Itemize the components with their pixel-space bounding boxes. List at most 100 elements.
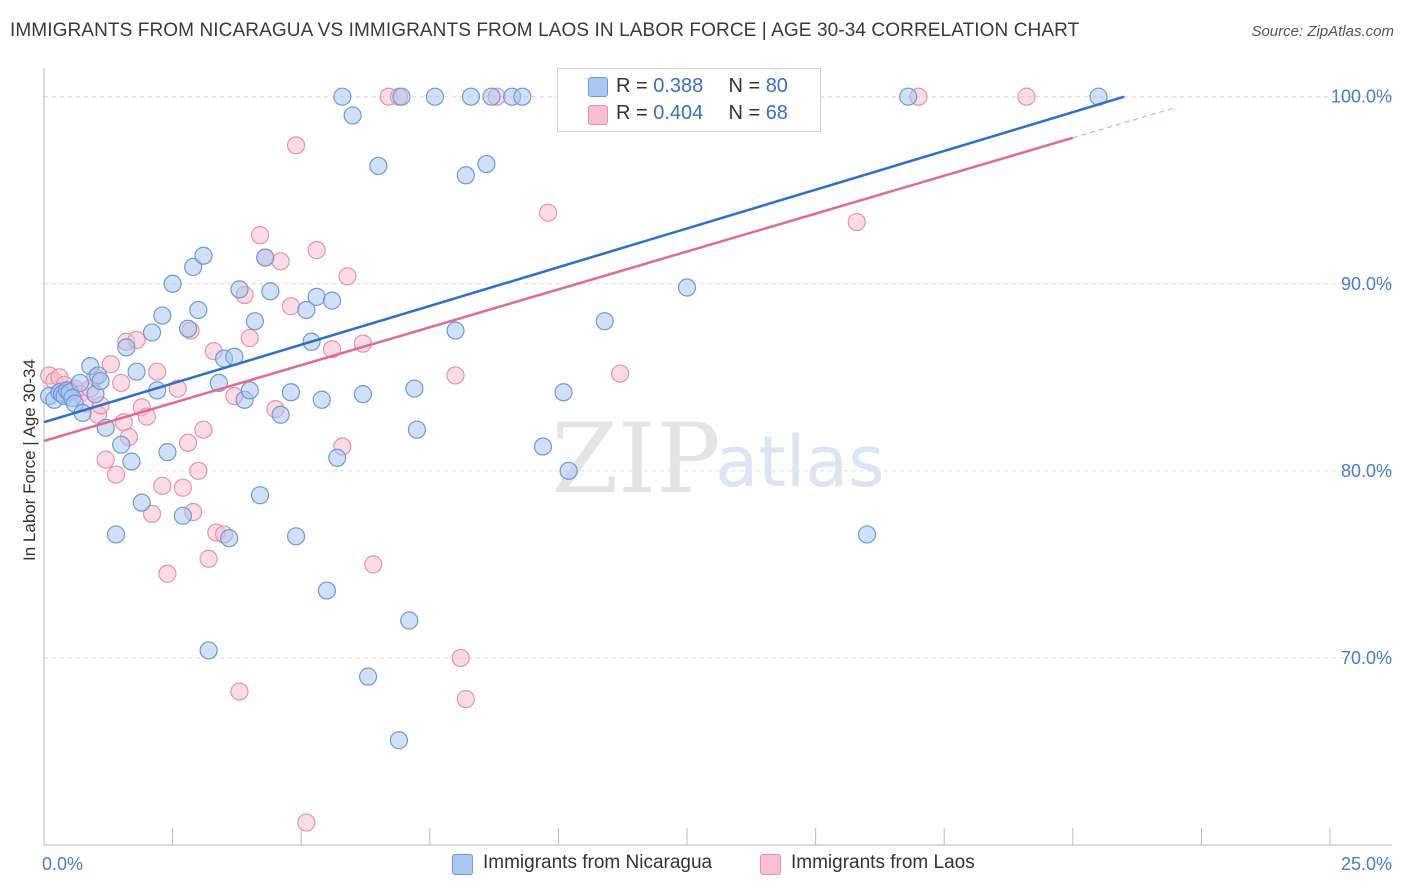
nicaragua-point (677, 278, 697, 297)
nicaragua-point (389, 731, 409, 750)
nicaragua-point (163, 274, 182, 293)
nicaragua-point (230, 280, 249, 299)
nicaragua-point (184, 257, 203, 277)
nicaragua-point (328, 448, 347, 467)
nicaragua-point (70, 373, 90, 393)
r-label: R = (616, 102, 648, 124)
nicaragua-point (477, 154, 496, 174)
laos-point (286, 136, 306, 155)
nicaragua-point (392, 87, 411, 106)
nicaragua-point (199, 641, 218, 660)
laos-point (194, 420, 213, 439)
series-legend: Immigrants from Nicaragua Immigrants fro… (0, 852, 1406, 878)
laos-point (96, 450, 115, 469)
trend-line-laos-extension (1072, 106, 1176, 139)
nicaragua-point (194, 246, 213, 265)
nicaragua-point (425, 87, 445, 106)
nicaragua-point (513, 87, 532, 106)
nicaragua-point (173, 506, 192, 525)
laos-point (158, 564, 177, 583)
nicaragua-point (106, 525, 126, 544)
nicaragua-point (407, 420, 427, 439)
nicaragua-point (117, 338, 136, 357)
nicaragua-point (122, 452, 141, 471)
nicaragua-point (461, 87, 481, 106)
laos-point (189, 461, 208, 480)
laos-point (199, 549, 218, 568)
nicaragua-point (112, 435, 131, 454)
nicaragua-point (405, 379, 424, 398)
laos-point (611, 364, 630, 383)
nicaragua-point (91, 371, 110, 391)
laos-point (142, 504, 162, 523)
nicaragua-point (533, 437, 553, 456)
nicaragua-point (899, 87, 918, 106)
laos-point (451, 648, 470, 668)
x-tick-label: 25.0% (1341, 854, 1392, 874)
laos-point (1017, 87, 1036, 106)
nicaragua-point (189, 300, 208, 320)
legend-swatch-nicaragua (452, 854, 473, 875)
nicaragua-point (559, 461, 578, 480)
n-label: N = (728, 75, 761, 97)
n-value: 80 (765, 75, 788, 97)
nicaragua-point (256, 248, 275, 267)
r-value: 0.388 (653, 75, 704, 97)
series-laos-points (40, 87, 1036, 832)
nicaragua-point (312, 390, 331, 409)
gridlines (44, 96, 1392, 659)
laos-point (539, 203, 558, 222)
laos-point (322, 340, 342, 359)
nicaragua-point (456, 166, 475, 185)
nicaragua-point (142, 323, 162, 342)
nicaragua-point (178, 319, 198, 338)
nicaragua-point (271, 405, 290, 424)
trend-line-laos (43, 136, 1074, 443)
nicaragua-point (446, 321, 465, 340)
laos-point (106, 465, 126, 484)
nicaragua-point (281, 383, 301, 402)
trend-line-nicaragua (43, 95, 1125, 424)
nicaragua-swatch (588, 77, 608, 97)
laos-point (446, 366, 465, 385)
y-tick-label: 100.0% (1331, 87, 1392, 107)
y-tick-label: 70.0% (1341, 648, 1392, 668)
nicaragua-point (343, 106, 362, 125)
laos-swatch (588, 105, 608, 125)
tick-labels: 70.0% 80.0% 90.0% 100.0% 0.0% 25.0% (42, 87, 1392, 874)
n-label: N = (728, 102, 761, 124)
series-nicaragua-points (40, 87, 1108, 750)
nicaragua-point (153, 306, 172, 325)
laos-point (112, 373, 131, 393)
stats-legend: R = 0.388 N = 80 R = 0.404 N = 68 (557, 68, 821, 132)
nicaragua-point (286, 527, 306, 546)
laos-point (173, 478, 192, 497)
laos-point (338, 267, 357, 286)
watermark-zip: ZIP (551, 403, 720, 515)
laos-point (250, 226, 270, 245)
stats-row-nicaragua: R = 0.388 N = 80 (616, 75, 788, 99)
laos-point (230, 682, 249, 701)
laos-point (153, 476, 172, 495)
watermark-atlas: atlas (715, 421, 884, 503)
laos-point (271, 252, 290, 271)
nicaragua-point (333, 87, 352, 106)
r-label: R = (616, 75, 648, 97)
nicaragua-point (322, 291, 342, 310)
nicaragua-point (261, 282, 280, 301)
stats-row-laos: R = 0.404 N = 68 (616, 102, 788, 126)
nicaragua-point (245, 312, 265, 331)
nicaragua-point (595, 312, 614, 331)
laos-point (281, 297, 301, 316)
nicaragua-point (369, 156, 388, 176)
source-credit: Source: ZipAtlas.com (1251, 23, 1394, 40)
legend-swatch-laos (760, 854, 781, 875)
nicaragua-point (240, 381, 259, 400)
nicaragua-point (353, 385, 373, 404)
n-value: 68 (765, 102, 788, 124)
nicaragua-point (358, 667, 378, 686)
laos-point (240, 328, 259, 348)
chart-title: IMMIGRANTS FROM NICARAGUA VS IMMIGRANTS … (10, 20, 1080, 41)
laos-point (297, 813, 316, 832)
